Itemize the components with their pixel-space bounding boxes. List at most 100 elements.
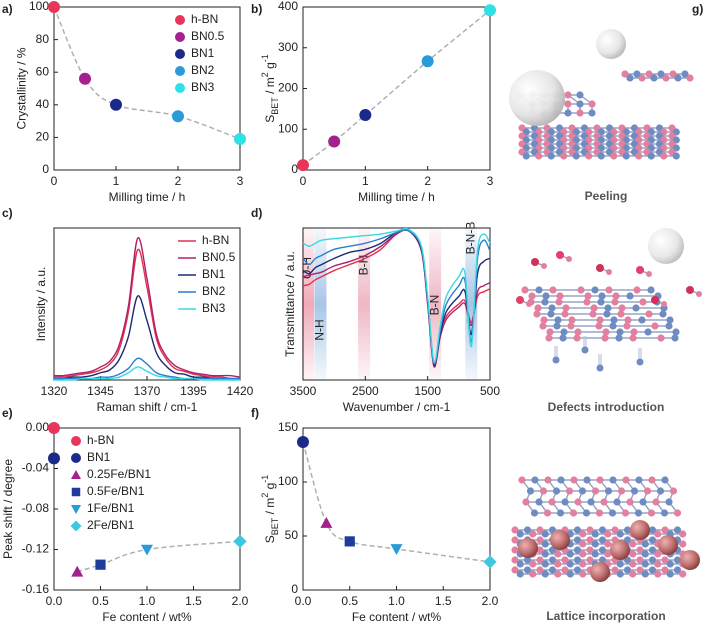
spectrum-line	[53, 248, 241, 380]
atom	[660, 509, 669, 517]
legend-marker	[70, 520, 82, 532]
atom	[516, 570, 524, 578]
atom	[673, 566, 682, 574]
x-tick-label: 2	[424, 174, 431, 188]
atom	[576, 100, 584, 108]
atom	[574, 328, 582, 336]
atom	[621, 70, 629, 78]
atom	[585, 152, 593, 160]
atom	[615, 334, 623, 342]
atom	[624, 316, 632, 324]
atom	[669, 70, 677, 78]
band-label: N-H	[313, 319, 327, 340]
atom	[564, 109, 572, 117]
atom	[539, 487, 548, 495]
y-axis-label: Peak shift / degree	[1, 459, 15, 559]
panel-label: g)	[692, 2, 703, 16]
marker	[71, 565, 84, 577]
atom	[552, 487, 561, 495]
atom	[518, 476, 526, 484]
x-tick-label: 0.0	[46, 594, 63, 608]
atom	[648, 556, 657, 564]
y-tick-label: 0	[291, 582, 298, 596]
atom	[672, 152, 680, 160]
band-label: B-N	[427, 295, 441, 316]
atom	[661, 301, 667, 307]
marker	[297, 159, 309, 172]
atom	[511, 536, 519, 544]
atom	[542, 292, 550, 300]
y-tick-label: 20	[36, 130, 50, 144]
atom	[561, 498, 569, 506]
atom	[591, 286, 599, 294]
atom	[546, 328, 554, 336]
legend-label: BN3	[191, 80, 215, 94]
atom	[596, 264, 604, 272]
atom	[604, 550, 612, 558]
atom	[629, 550, 637, 558]
atom	[526, 487, 535, 495]
atom	[626, 74, 634, 82]
legend-marker	[175, 66, 185, 76]
atom	[566, 256, 572, 262]
atom	[605, 286, 613, 294]
atom	[609, 322, 617, 330]
atom	[556, 509, 565, 517]
x-tick-label: 1500	[414, 384, 441, 398]
label-part: S	[263, 535, 277, 543]
marker	[484, 4, 496, 17]
legend-label: h-BN	[202, 233, 229, 247]
atom	[586, 526, 594, 534]
legend-label: BN1	[191, 46, 215, 60]
atom	[548, 498, 556, 506]
atom	[645, 70, 653, 78]
atom	[598, 556, 607, 564]
legend-label: 0.25Fe/BN1	[87, 467, 151, 481]
atom	[665, 498, 673, 506]
y-tick-label: 50	[285, 528, 299, 542]
atom	[535, 286, 543, 294]
atom	[561, 310, 569, 318]
plot-frame	[302, 427, 491, 591]
marker	[297, 436, 309, 449]
fe-atom	[590, 562, 610, 582]
marker	[79, 72, 91, 85]
panel: c) 1320 1345 1370 1395 1420 Raman shift / cm-1…	[2, 206, 254, 414]
atom	[648, 476, 656, 484]
y-tick-label: 0.00	[26, 420, 50, 434]
fit-curve	[302, 441, 491, 563]
atom	[573, 556, 582, 564]
atom	[602, 328, 610, 336]
atom	[579, 530, 587, 538]
atom	[617, 310, 625, 318]
atom	[656, 487, 665, 495]
atom	[573, 536, 582, 544]
panel-label: b)	[251, 2, 262, 16]
spectrum-line	[53, 366, 240, 381]
panel: f) 0 50 100 150 0.0 0.5 1.0 1.5 2.0 Fe content / w…	[251, 406, 499, 624]
atom	[634, 509, 643, 517]
atom	[616, 560, 624, 568]
atom	[629, 540, 637, 548]
atom	[666, 560, 674, 568]
ball	[596, 29, 626, 59]
atom	[554, 570, 562, 578]
atom	[659, 310, 667, 318]
marker	[344, 536, 355, 547]
x-axis-label: Fe content / wt%	[102, 610, 192, 624]
atom	[583, 298, 591, 306]
x-tick-label: 2	[175, 174, 182, 188]
atom	[548, 304, 556, 312]
atom	[612, 292, 620, 300]
atom	[568, 316, 576, 324]
panel: a) 0 20 40 60 80 100 0 1 2 3 Milling time / h Crysta…	[2, 0, 246, 204]
atom	[556, 292, 564, 300]
y-tick-label: 40	[36, 97, 50, 111]
x-tick-label: 3	[237, 174, 244, 188]
panel-label: d)	[251, 206, 262, 220]
atom	[543, 509, 552, 517]
atom	[523, 526, 532, 534]
atom	[559, 334, 567, 342]
legend-marker	[71, 487, 81, 497]
atom	[611, 566, 619, 574]
